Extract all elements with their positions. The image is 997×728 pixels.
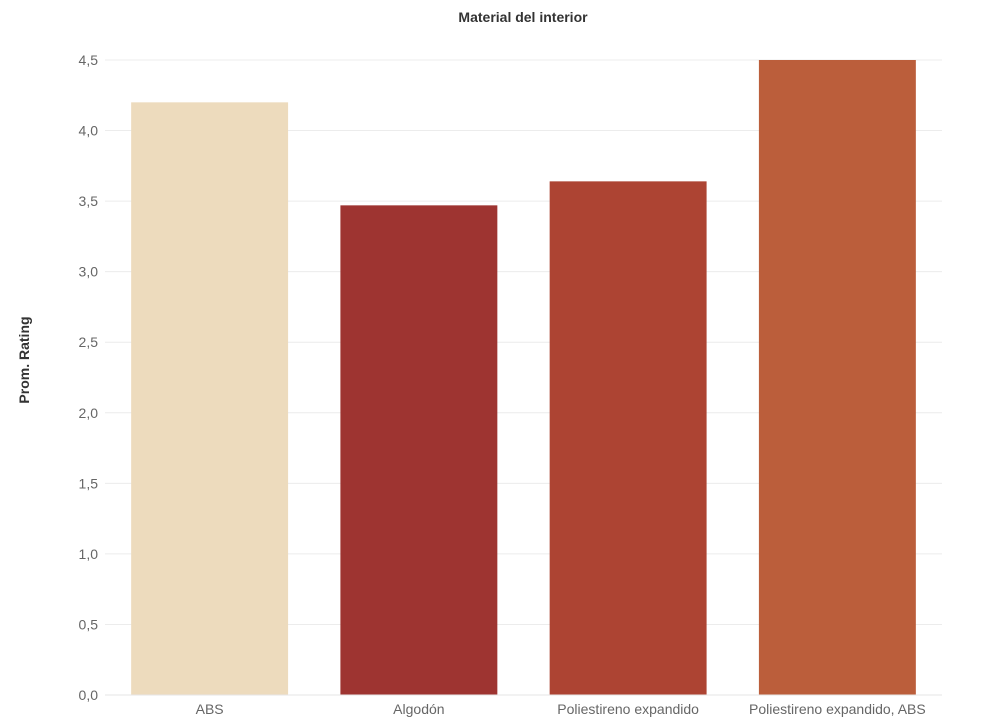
y-tick-label: 4,0 bbox=[79, 123, 99, 139]
bar[interactable] bbox=[340, 205, 498, 695]
y-tick-label: 3,5 bbox=[79, 193, 99, 209]
y-tick-label: 0,0 bbox=[79, 687, 99, 703]
bar[interactable] bbox=[131, 102, 289, 696]
bars bbox=[131, 60, 916, 696]
x-category-label: ABS bbox=[196, 701, 224, 717]
x-axis-categories: ABS Algodón Poliestireno expandido Poliesti… bbox=[196, 701, 926, 717]
y-tick-label: 0,5 bbox=[79, 616, 99, 632]
y-tick-label: 2,0 bbox=[79, 405, 99, 421]
bar[interactable] bbox=[758, 60, 916, 695]
x-category-label: Poliestireno expandido, ABS bbox=[749, 701, 926, 717]
x-category-label: Algodón bbox=[393, 701, 444, 717]
chart-title: Material del interior bbox=[458, 9, 588, 25]
y-tick-label: 3,0 bbox=[79, 264, 99, 280]
y-tick-label: 1,0 bbox=[79, 546, 99, 562]
y-axis-ticks: 0,0 0,5 1,0 1,5 2,0 2,5 3,0 3,5 4,0 4,5 bbox=[79, 52, 99, 703]
y-tick-label: 1,5 bbox=[79, 475, 99, 491]
y-tick-label: 2,5 bbox=[79, 334, 99, 350]
y-tick-label: 4,5 bbox=[79, 52, 99, 68]
x-category-label: Poliestireno expandido bbox=[557, 701, 699, 717]
y-axis-label: Prom. Rating bbox=[16, 316, 32, 403]
bar[interactable] bbox=[549, 181, 707, 695]
